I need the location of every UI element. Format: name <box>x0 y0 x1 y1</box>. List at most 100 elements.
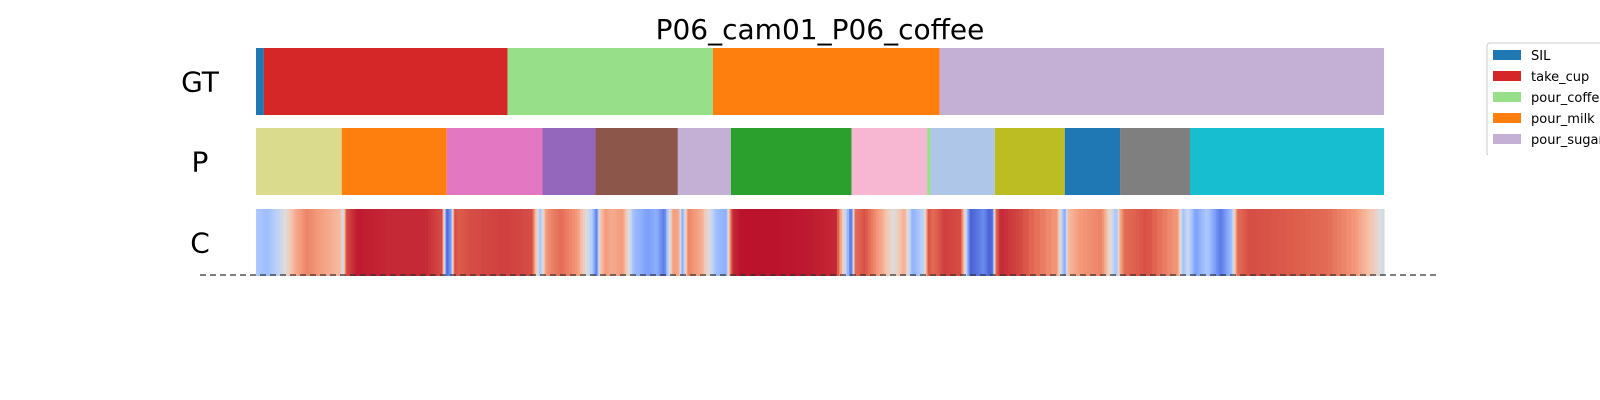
confidence-cell <box>1117 209 1119 276</box>
confidence-cell <box>701 209 705 276</box>
confidence-cell <box>1346 209 1352 276</box>
confidence-cell <box>1111 209 1115 276</box>
confidence-cell <box>1128 209 1133 276</box>
confidence-cell <box>1236 209 1238 276</box>
confidence-cell <box>721 209 724 276</box>
confidence-cell <box>557 209 560 276</box>
confidence-cell <box>344 209 346 276</box>
confidence-cell <box>259 209 263 276</box>
confidence-cell <box>1167 209 1173 276</box>
confidence-cell <box>408 209 415 276</box>
confidence-cell <box>385 209 392 276</box>
confidence-cell <box>1178 209 1180 276</box>
confidence-cell <box>1286 209 1295 276</box>
confidence-cell <box>1184 209 1186 276</box>
confidence-cell <box>971 209 974 276</box>
confidence-cell <box>934 209 938 276</box>
confidence-cell <box>1086 209 1092 276</box>
confidence-cell <box>699 209 703 276</box>
confidence-cell <box>856 209 859 276</box>
confidence-cell <box>841 209 845 276</box>
confidence-cell <box>256 209 259 276</box>
confidence-cell <box>281 209 284 276</box>
legend-swatch <box>1493 50 1521 60</box>
confidence-cell <box>1226 209 1229 276</box>
confidence-cell <box>288 209 291 276</box>
confidence-cell <box>852 209 854 276</box>
legend-label: pour_milk <box>1531 112 1595 127</box>
legend-label: take_cup <box>1531 70 1589 85</box>
confidence-cell <box>481 209 488 276</box>
confidence-cell <box>1102 209 1105 276</box>
confidence-cell <box>936 209 939 276</box>
confidence-cell <box>876 209 880 276</box>
confidence-cell <box>545 209 548 276</box>
confidence-cell <box>996 209 998 276</box>
segment <box>1189 128 1384 195</box>
segment <box>595 128 678 195</box>
confidence-cell <box>632 209 635 276</box>
confidence-cell <box>891 209 894 276</box>
confidence-cell <box>839 209 843 276</box>
confidence-cell <box>598 209 600 276</box>
confidence-cell <box>972 209 975 276</box>
confidence-cell <box>508 209 515 276</box>
confidence-cell <box>308 209 312 276</box>
confidence-cell <box>608 209 610 276</box>
confidence-cell <box>1380 209 1383 276</box>
confidence-cell <box>346 209 349 276</box>
confidence-cell <box>739 209 742 276</box>
confidence-cell <box>1183 209 1186 276</box>
confidence-cell <box>898 209 902 276</box>
confidence-cell <box>680 209 682 276</box>
confidence-cell <box>1351 209 1357 276</box>
confidence-cell <box>964 209 967 276</box>
confidence-cell <box>559 209 562 276</box>
confidence-cell <box>624 209 627 276</box>
confidence-cell <box>380 209 387 276</box>
confidence-cell <box>986 209 988 276</box>
legend-label: pour_sugar <box>1531 133 1600 148</box>
confidence-cell <box>1206 209 1210 276</box>
confidence-cell <box>425 209 429 276</box>
confidence-cell <box>464 209 468 276</box>
confidence-cell <box>905 209 908 276</box>
confidence-cell <box>602 209 605 276</box>
confidence-cell <box>678 209 680 276</box>
confidence-cell <box>1077 209 1080 276</box>
confidence-cell <box>579 209 583 276</box>
confidence-cell <box>1234 209 1236 276</box>
confidence-cell <box>752 209 759 276</box>
confidence-cell <box>1189 209 1191 276</box>
confidence-cell <box>436 209 440 276</box>
segment <box>851 128 928 195</box>
confidence-cell <box>722 209 726 276</box>
confidence-cell <box>1337 209 1343 276</box>
confidence-cell <box>893 209 896 276</box>
confidence-cell <box>925 209 927 276</box>
confidence-cell <box>577 209 581 276</box>
confidence-cell <box>1263 209 1272 276</box>
confidence-cell <box>1187 209 1190 276</box>
confidence-cell <box>1203 209 1206 276</box>
confidence-cell <box>550 209 553 276</box>
confidence-cell <box>450 209 452 276</box>
confidence-cell <box>611 209 614 276</box>
confidence-cell <box>1109 209 1113 276</box>
confidence-cell <box>451 209 453 276</box>
confidence-cell <box>858 209 861 276</box>
segment <box>1120 128 1190 195</box>
confidence-cell <box>944 209 948 276</box>
segment <box>712 48 940 115</box>
confidence-cell <box>734 209 737 276</box>
confidence-cell <box>897 209 900 276</box>
confidence-cell <box>323 209 327 276</box>
confidence-cell <box>1201 209 1204 276</box>
confidence-cell <box>952 209 956 276</box>
confidence-cell <box>549 209 552 276</box>
confidence-cell <box>1209 209 1212 276</box>
confidence-cell <box>981 209 984 276</box>
confidence-cell <box>713 209 717 276</box>
confidence-cell <box>1248 209 1257 276</box>
confidence-cell <box>1060 209 1063 276</box>
